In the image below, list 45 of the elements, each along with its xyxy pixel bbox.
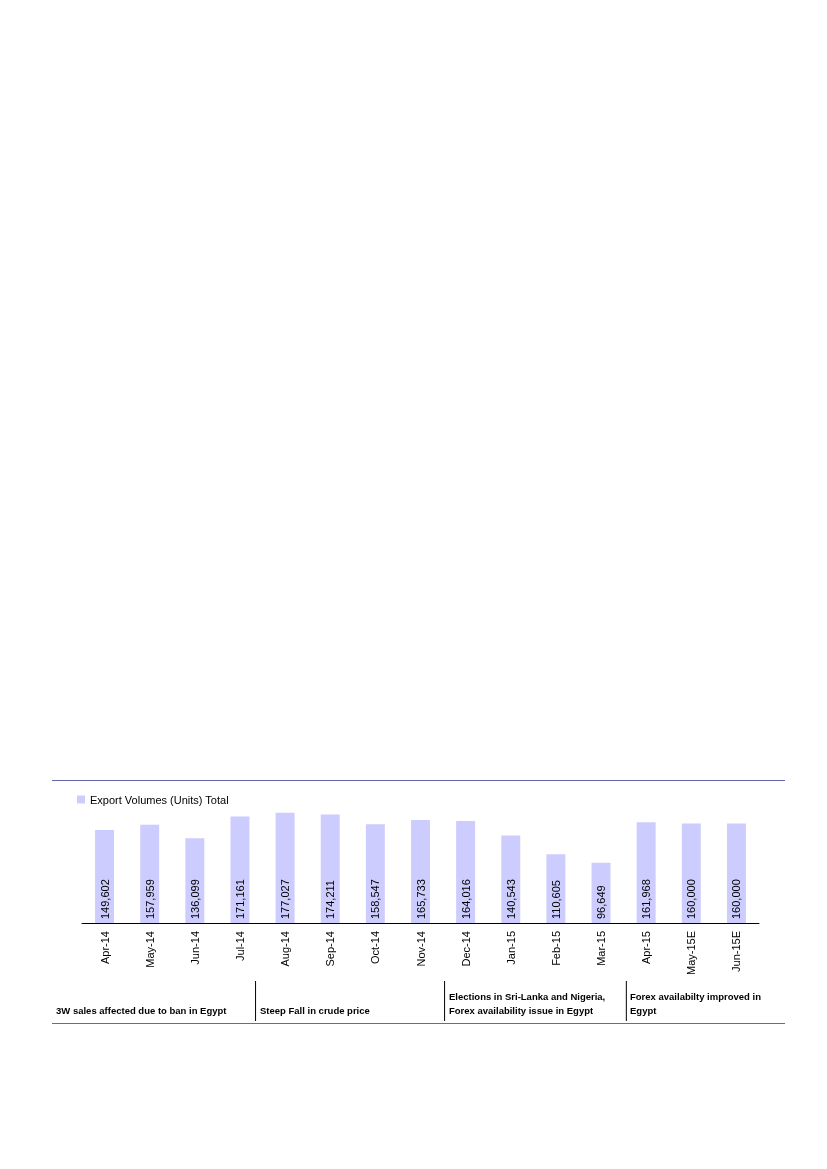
bar bbox=[320, 814, 340, 923]
x-tick-label: Nov-14 bbox=[414, 931, 427, 967]
x-tick-label: Sep-14 bbox=[324, 931, 337, 967]
x-tick-label: Jul-14 bbox=[233, 931, 246, 961]
x-tick-label: Feb-15 bbox=[549, 931, 562, 966]
data-label: 140,543 bbox=[504, 879, 517, 919]
bar bbox=[230, 816, 250, 923]
x-tick-label: Oct-14 bbox=[369, 931, 382, 965]
bar bbox=[140, 824, 160, 923]
data-label: 149,602 bbox=[98, 879, 111, 919]
data-label: 160,000 bbox=[685, 879, 698, 919]
x-tick-label: Jun-14 bbox=[188, 931, 201, 965]
text: Forex availabilty improved in Egypt bbox=[630, 990, 764, 1016]
text: Elections in Sri-Lanka and Nigeria, Forex availability issue in Egypt bbox=[449, 990, 608, 1016]
data-label: 160,000 bbox=[730, 879, 743, 919]
x-tick-label: May-14 bbox=[143, 931, 156, 968]
x-tick-label: Mar-15 bbox=[595, 931, 608, 966]
x-tick-label: Dec-14 bbox=[459, 931, 472, 967]
data-label: 171,161 bbox=[233, 879, 246, 919]
bar bbox=[636, 822, 656, 923]
data-label: 177,027 bbox=[279, 879, 292, 919]
data-label: 96,649 bbox=[595, 885, 608, 919]
x-tick-label: Apr-15 bbox=[640, 931, 653, 965]
data-label: 161,968 bbox=[640, 879, 653, 919]
data-label: 110,605 bbox=[549, 880, 562, 919]
text: 3W sales affected due to ban in Egypt bbox=[56, 1004, 228, 1016]
x-tick-label: May-15E bbox=[685, 931, 698, 976]
data-label: 136,099 bbox=[188, 879, 201, 919]
bar bbox=[365, 824, 385, 923]
x-tick-label: Jun-15E bbox=[730, 931, 743, 972]
bar bbox=[411, 819, 430, 923]
legend-label: Export Volumes (Units) Total bbox=[90, 793, 229, 806]
bar bbox=[456, 820, 476, 923]
bar bbox=[726, 823, 746, 923]
bar bbox=[681, 823, 701, 923]
data-label: 157,959 bbox=[143, 879, 156, 919]
x-tick-label: Apr-14 bbox=[98, 931, 111, 965]
x-tick-label: Aug-14 bbox=[279, 931, 292, 967]
bar bbox=[275, 812, 295, 923]
data-label: 164,016 bbox=[459, 879, 472, 919]
data-label: 165,733 bbox=[414, 879, 427, 919]
data-label: 174,211 bbox=[324, 880, 337, 919]
x-tick-label: Jan-15 bbox=[504, 931, 517, 965]
text: Steep Fall in crude price bbox=[260, 1004, 370, 1016]
data-label: 158,547 bbox=[369, 879, 382, 919]
